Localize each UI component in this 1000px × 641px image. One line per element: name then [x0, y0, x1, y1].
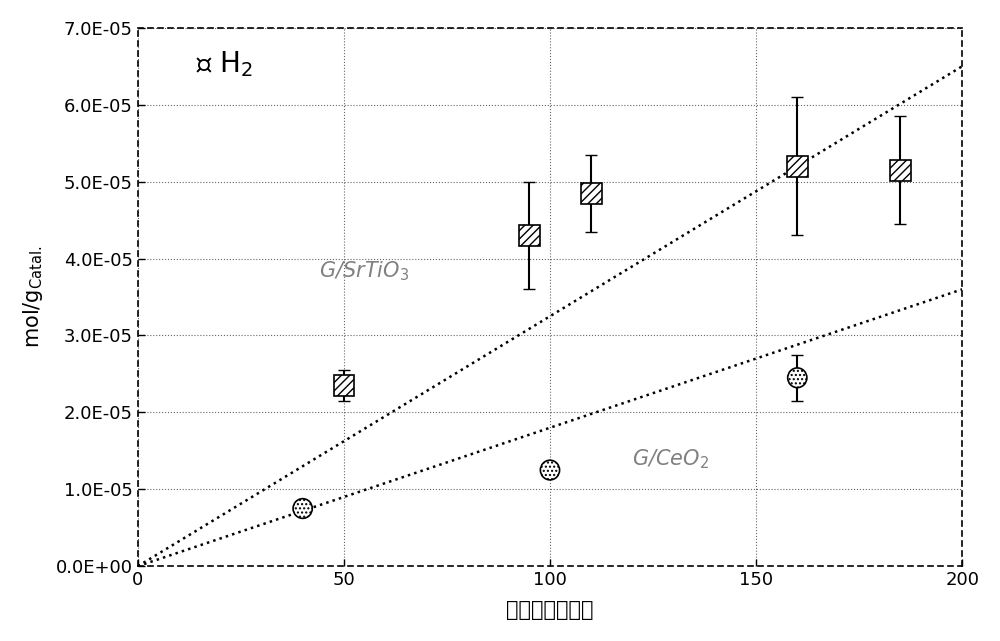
Ellipse shape — [540, 460, 560, 480]
Bar — [890, 160, 911, 181]
Ellipse shape — [788, 368, 807, 388]
Y-axis label: mol/g$_{\mathregular{Catal.}}$: mol/g$_{\mathregular{Catal.}}$ — [21, 246, 45, 348]
Bar — [787, 156, 808, 177]
Bar — [581, 183, 602, 204]
Text: G/SrTiO$_3$: G/SrTiO$_3$ — [319, 260, 409, 283]
Text: 制 H$_2$: 制 H$_2$ — [196, 49, 252, 79]
X-axis label: 时间　（分钟）: 时间 （分钟） — [506, 600, 594, 620]
Ellipse shape — [293, 499, 312, 519]
Text: G/CeO$_2$: G/CeO$_2$ — [632, 448, 710, 471]
Bar — [519, 225, 540, 246]
Bar — [334, 375, 354, 396]
